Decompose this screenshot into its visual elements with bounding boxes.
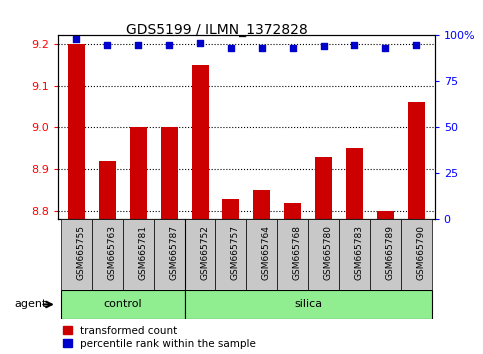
Bar	[339, 219, 370, 290]
Text: GSM665763: GSM665763	[107, 225, 116, 280]
Point	[351, 42, 358, 47]
Bar	[346, 148, 363, 219]
Text: GSM665783: GSM665783	[355, 225, 363, 280]
Bar	[408, 102, 425, 219]
Bar	[92, 219, 123, 290]
Bar	[215, 219, 246, 290]
Bar	[308, 219, 339, 290]
Text: GSM665755: GSM665755	[76, 225, 85, 280]
Text: GSM665752: GSM665752	[200, 225, 209, 280]
Bar	[277, 219, 308, 290]
Text: GSM665757: GSM665757	[231, 225, 240, 280]
Text: agent: agent	[14, 299, 47, 309]
Bar	[123, 219, 154, 290]
Bar	[253, 190, 270, 219]
Bar	[401, 219, 432, 290]
Bar	[377, 211, 394, 219]
Point	[289, 45, 297, 51]
Text: control: control	[103, 299, 142, 309]
Point	[227, 45, 235, 51]
Point	[165, 42, 173, 47]
Bar	[130, 127, 147, 219]
Text: GSM665787: GSM665787	[169, 225, 178, 280]
Bar	[61, 219, 92, 290]
Bar	[185, 290, 432, 319]
Bar	[185, 219, 215, 290]
Point	[103, 42, 111, 47]
Text: silica: silica	[294, 299, 322, 309]
Text: GDS5199 / ILMN_1372828: GDS5199 / ILMN_1372828	[127, 23, 308, 37]
Text: GSM665789: GSM665789	[385, 225, 394, 280]
Text: GSM665768: GSM665768	[293, 225, 302, 280]
Bar	[68, 44, 85, 219]
Bar	[315, 157, 332, 219]
Bar	[284, 203, 301, 219]
Legend: transformed count, percentile rank within the sample: transformed count, percentile rank withi…	[63, 326, 256, 349]
Point	[196, 40, 204, 46]
Bar	[370, 219, 401, 290]
Text: GSM665780: GSM665780	[324, 225, 332, 280]
Bar	[246, 219, 277, 290]
Bar	[161, 127, 178, 219]
Bar	[192, 65, 209, 219]
Point	[412, 42, 420, 47]
Bar	[154, 219, 185, 290]
Point	[134, 42, 142, 47]
Bar	[222, 199, 240, 219]
Point	[320, 44, 327, 49]
Text: GSM665764: GSM665764	[262, 225, 271, 280]
Text: GSM665781: GSM665781	[138, 225, 147, 280]
Point	[258, 45, 266, 51]
Point	[382, 45, 389, 51]
Bar	[99, 161, 116, 219]
Text: GSM665790: GSM665790	[416, 225, 425, 280]
Point	[72, 36, 80, 42]
Bar	[61, 290, 185, 319]
